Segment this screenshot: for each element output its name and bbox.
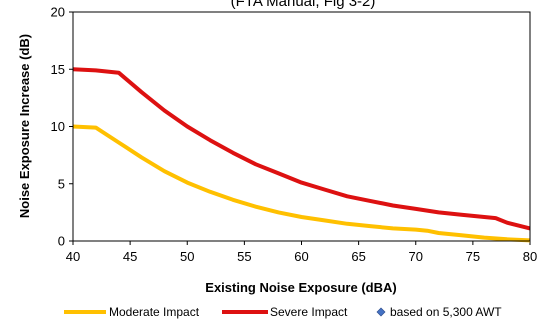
x-axis-title: Existing Noise Exposure (dBA) bbox=[205, 280, 396, 295]
x-tick-label: 55 bbox=[237, 249, 251, 264]
x-tick-label: 60 bbox=[294, 249, 308, 264]
x-tick-label: 50 bbox=[180, 249, 194, 264]
x-tick-label: 65 bbox=[351, 249, 365, 264]
legend-label-moderate-impact: Moderate Impact bbox=[109, 305, 200, 319]
x-tick-label: 75 bbox=[466, 249, 480, 264]
y-axis-title: Noise Exposure Increase (dB) bbox=[17, 34, 32, 218]
y-tick-label: 20 bbox=[51, 5, 65, 20]
x-axis-ticks: 40 45 50 55 60 65 70 75 80 bbox=[66, 241, 537, 264]
legend-label-severe-impact: Severe Impact bbox=[270, 305, 348, 319]
x-tick-label: 45 bbox=[123, 249, 137, 264]
x-tick-label: 80 bbox=[523, 249, 537, 264]
y-tick-label: 5 bbox=[58, 176, 65, 191]
plot-area-frame bbox=[72, 11, 531, 242]
chart-title: (FTA Manual, Fig 3-2) bbox=[231, 0, 376, 10]
legend-marker-based-on-5-300-awt bbox=[376, 307, 386, 317]
y-tick-label: 10 bbox=[51, 119, 65, 134]
y-tick-label: 0 bbox=[58, 234, 65, 249]
series-line-severe-impact bbox=[72, 67, 531, 231]
series-line-moderate-impact bbox=[72, 124, 531, 243]
x-tick-label: 40 bbox=[66, 249, 80, 264]
y-axis-ticks: 0 5 10 15 20 bbox=[51, 5, 73, 249]
chart-legend: Moderate Impact Severe Impact based on 5,3… bbox=[64, 305, 502, 319]
x-tick-label: 70 bbox=[409, 249, 423, 264]
y-tick-label: 15 bbox=[51, 62, 65, 77]
series-lines bbox=[72, 67, 531, 243]
legend-label-based-on-5-300-awt: based on 5,300 AWT bbox=[390, 305, 502, 319]
